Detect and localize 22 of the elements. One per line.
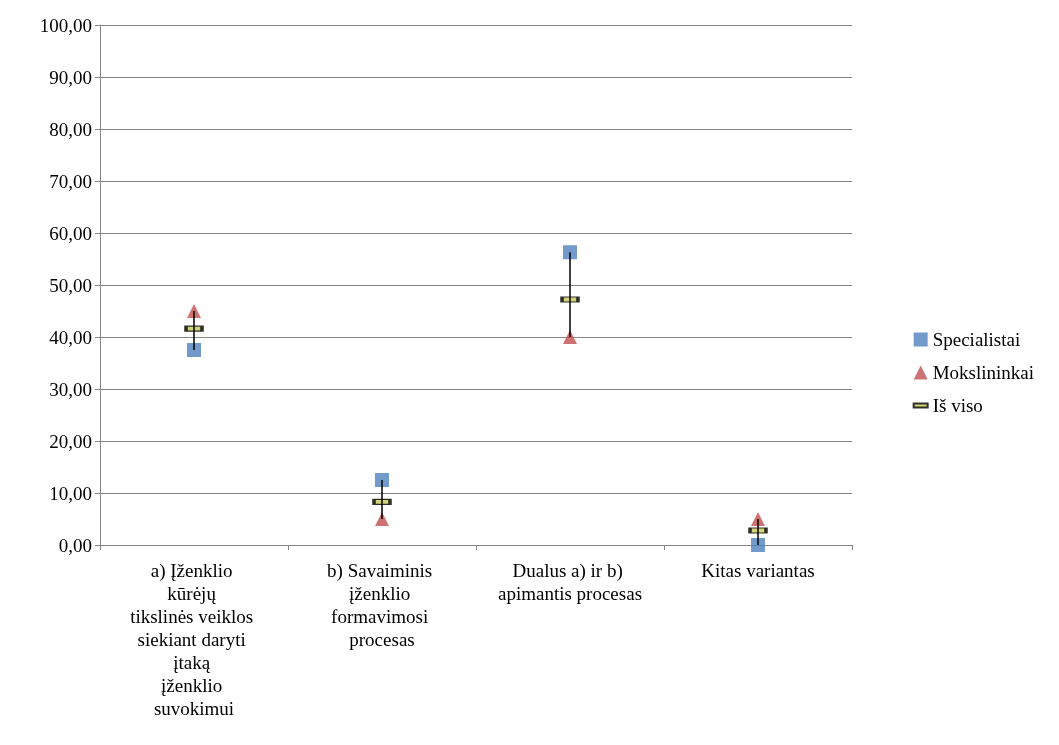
y-tick-label: 10,00 [49, 482, 92, 504]
point [563, 245, 577, 260]
x-tick-label: b) Savaiminis įženklio formavimosi procesas [327, 560, 437, 650]
x-tick-label: Dualus a) ir b) apimantis procesas [497, 560, 643, 604]
x-tick-label: a) Įženklio kūrėjų tikslinės veiklos siekiant daryti įtaką įženklio suvokimui [130, 560, 258, 719]
y-tick-label: 70,00 [49, 170, 92, 192]
y-tick-label: 80,00 [49, 118, 92, 140]
point [375, 473, 389, 487]
y-tick-label: 40,00 [49, 326, 92, 348]
y-tick-label: 50,00 [49, 274, 92, 296]
y-tick-label: 90,00 [49, 66, 92, 88]
x-tick-label: Kitas variantas [701, 560, 815, 581]
y-tick-label: 100,00 [39, 14, 92, 36]
legend-label: Iš viso [932, 395, 983, 416]
y-tick-label: 20,00 [49, 430, 92, 452]
point [751, 538, 765, 552]
y-tick-label: 30,00 [49, 378, 92, 400]
legend-label: Mokslininkai [932, 362, 1035, 383]
point [187, 343, 201, 357]
y-tick-label: 0,00 [58, 534, 92, 556]
legend-label: Specialistai [932, 329, 1021, 350]
y-tick-label: 60,00 [49, 222, 92, 244]
